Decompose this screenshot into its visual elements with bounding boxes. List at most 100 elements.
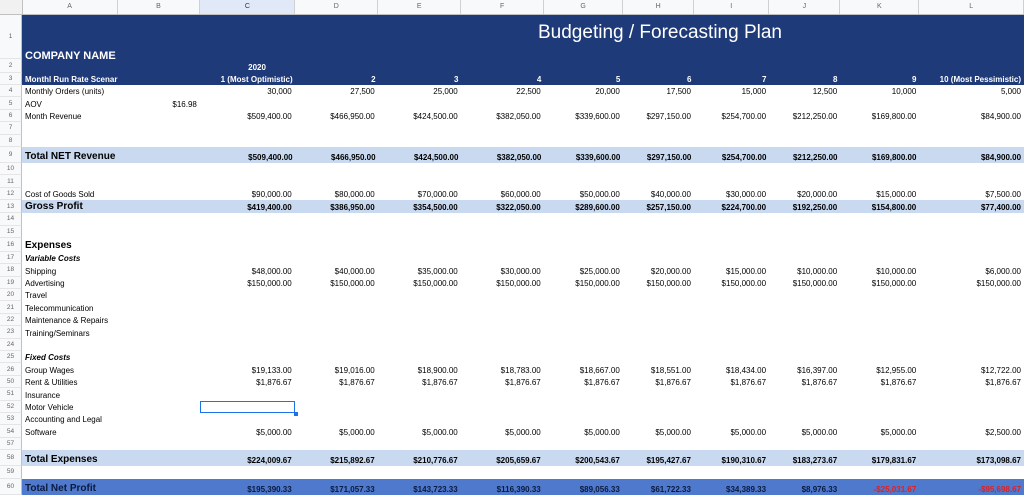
cell-b[interactable] <box>116 15 200 59</box>
value-cell[interactable] <box>295 289 378 301</box>
value-cell[interactable]: $257,150.00 <box>622 200 694 214</box>
value-cell[interactable]: $150,000.00 <box>575 279 620 289</box>
value-cell[interactable] <box>919 226 1024 238</box>
value-cell[interactable]: $5,000.00 <box>584 427 620 437</box>
cell-b[interactable] <box>118 146 201 163</box>
value-cell[interactable] <box>694 466 769 478</box>
value-cell[interactable] <box>295 351 378 363</box>
value-cell[interactable] <box>295 163 378 175</box>
value-cell[interactable]: $382,050.00 <box>461 146 545 163</box>
value-cell[interactable]: $171,057.33 <box>294 478 378 495</box>
row-label-cell[interactable]: Accounting and Legal <box>25 415 102 425</box>
row-label-cell[interactable]: Motor Vehicle <box>25 402 74 412</box>
value-cell[interactable] <box>295 301 378 313</box>
value-cell[interactable] <box>200 413 295 425</box>
value-cell[interactable] <box>840 438 919 450</box>
row-number[interactable]: 57 <box>0 437 22 451</box>
value-cell[interactable] <box>694 175 769 187</box>
cell-b[interactable] <box>117 213 200 225</box>
row-label-cell[interactable]: Expenses <box>25 239 72 251</box>
value-cell[interactable] <box>461 122 544 134</box>
cell-b[interactable] <box>117 466 200 478</box>
value-cell[interactable] <box>919 339 1024 351</box>
value-cell[interactable]: 22,500 <box>516 87 541 97</box>
value-cell[interactable] <box>461 401 544 413</box>
cell-b[interactable] <box>117 188 200 200</box>
value-cell[interactable]: $18,667.00 <box>579 365 620 375</box>
value-cell[interactable] <box>461 301 544 313</box>
value-cell[interactable] <box>694 351 769 363</box>
cell-b[interactable] <box>117 122 200 134</box>
scenario-header[interactable]: 9 <box>840 73 920 85</box>
value-cell[interactable] <box>200 97 295 109</box>
value-cell[interactable] <box>544 388 623 400</box>
column-header-k[interactable]: K <box>840 0 920 14</box>
value-cell[interactable] <box>694 135 769 147</box>
value-cell[interactable] <box>295 122 378 134</box>
row-label-cell[interactable]: Cost of Goods Sold <box>25 190 95 200</box>
row-label-cell[interactable]: Gross Profit <box>22 200 117 214</box>
value-cell[interactable] <box>623 438 694 450</box>
row-number[interactable]: 54 <box>0 425 22 438</box>
value-cell[interactable] <box>378 97 461 109</box>
value-cell[interactable]: $150,000.00 <box>496 279 541 289</box>
value-cell[interactable] <box>200 301 295 313</box>
row-label-cell[interactable] <box>22 122 117 134</box>
value-cell[interactable] <box>769 97 840 109</box>
value-cell[interactable] <box>623 466 694 478</box>
value-cell[interactable] <box>694 226 769 238</box>
value-cell[interactable]: $50,000.00 <box>579 190 620 200</box>
row-number[interactable]: 13 <box>0 200 22 214</box>
value-cell[interactable]: $5,000.00 <box>505 427 541 437</box>
value-cell[interactable] <box>694 97 769 109</box>
value-cell[interactable] <box>840 226 919 238</box>
value-cell[interactable] <box>769 238 840 252</box>
value-cell[interactable]: $15,000.00 <box>876 190 917 200</box>
value-cell[interactable] <box>378 238 461 252</box>
cell-b[interactable] <box>117 252 200 264</box>
year-label[interactable]: 2020 <box>200 59 296 73</box>
cell-b[interactable] <box>117 351 200 363</box>
value-cell[interactable] <box>544 175 623 187</box>
value-cell[interactable] <box>378 59 462 73</box>
row-label-cell[interactable]: Monthly Orders (units) <box>25 87 105 97</box>
value-cell[interactable] <box>295 401 378 413</box>
row-label-cell[interactable] <box>22 213 117 225</box>
value-cell[interactable] <box>461 97 544 109</box>
value-cell[interactable] <box>623 135 694 147</box>
value-cell[interactable] <box>461 289 544 301</box>
value-cell[interactable]: $509,400.00 <box>247 112 292 122</box>
value-cell[interactable] <box>919 388 1024 400</box>
row-number[interactable]: 50 <box>0 375 22 389</box>
row-label-cell[interactable]: Total Net Profit <box>22 478 117 495</box>
value-cell[interactable] <box>461 252 544 264</box>
row-number[interactable]: 23 <box>0 326 22 339</box>
row-label-cell[interactable] <box>22 163 117 175</box>
value-cell[interactable] <box>919 122 1024 134</box>
row-number[interactable]: 58 <box>0 450 22 467</box>
value-cell[interactable] <box>378 213 461 225</box>
value-cell[interactable] <box>295 466 378 478</box>
value-cell[interactable]: $1,876.67 <box>339 378 375 388</box>
value-cell[interactable] <box>200 122 295 134</box>
value-cell[interactable] <box>461 135 544 147</box>
scenario-header[interactable]: 6 <box>623 73 695 85</box>
value-cell[interactable] <box>378 388 461 400</box>
value-cell[interactable] <box>694 238 769 252</box>
value-cell[interactable] <box>378 438 461 450</box>
value-cell[interactable] <box>840 122 919 134</box>
value-cell[interactable]: $2,500.00 <box>985 427 1021 437</box>
row-label-cell[interactable]: Fixed Costs <box>25 353 71 363</box>
row-number[interactable]: 24 <box>0 338 22 352</box>
value-cell[interactable] <box>544 135 623 147</box>
value-cell[interactable] <box>378 314 461 326</box>
value-cell[interactable]: $18,783.00 <box>500 365 541 375</box>
value-cell[interactable]: $210,776.67 <box>377 450 461 467</box>
value-cell[interactable] <box>461 59 545 73</box>
cell-b[interactable] <box>117 425 200 437</box>
value-cell[interactable]: $154,800.00 <box>840 200 920 214</box>
scenario-header[interactable]: 1 (Most Optimistic) <box>200 73 296 85</box>
value-cell[interactable] <box>840 401 919 413</box>
value-cell[interactable] <box>919 351 1024 363</box>
row-label-cell[interactable] <box>22 226 117 238</box>
